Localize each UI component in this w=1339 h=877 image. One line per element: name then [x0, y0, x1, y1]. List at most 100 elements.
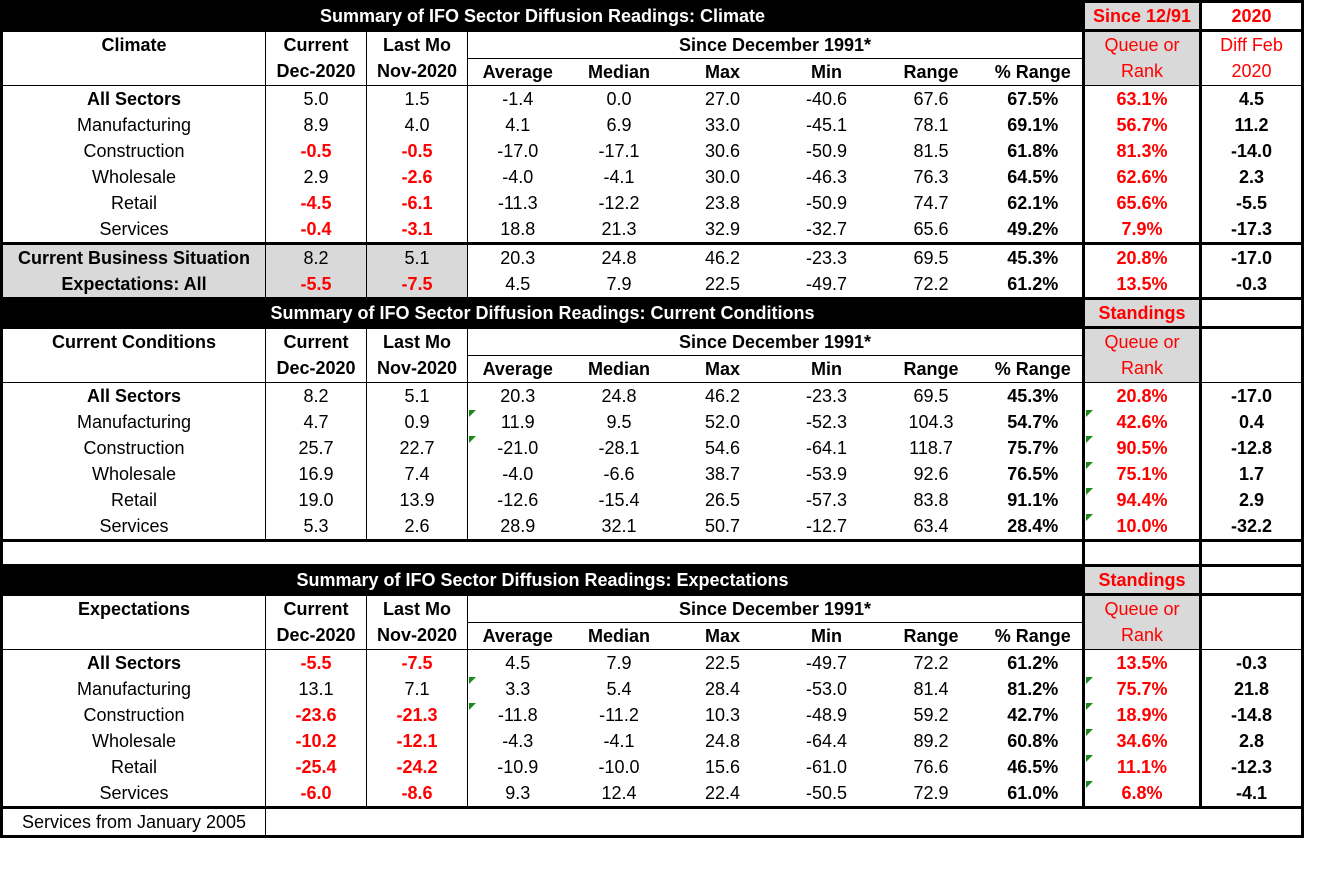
- sector-label: Construction: [0, 702, 266, 728]
- since-header: Since December 1991*: [467, 327, 1084, 356]
- stat-header: Max: [670, 355, 775, 383]
- footnote: Services from January 2005: [0, 807, 266, 838]
- min: -61.0: [805, 756, 848, 777]
- median: 21.3: [567, 216, 671, 245]
- min: -46.3: [805, 166, 848, 187]
- range: 81.5: [913, 140, 949, 161]
- last-month-header: Last Mo: [366, 594, 468, 623]
- pct-range: 42.7%: [1007, 704, 1059, 725]
- average: 28.9: [467, 513, 568, 542]
- stat-header: Average: [467, 622, 568, 650]
- current-date-header: Dec-2020: [265, 58, 367, 86]
- sector-label: Retail: [0, 487, 266, 513]
- median: 12.4: [567, 780, 671, 809]
- range: 72.9: [878, 780, 984, 809]
- queue-rank: 81.3%: [1082, 138, 1202, 164]
- last-month: -0.5: [366, 138, 468, 164]
- table-row: Current Conditions Current Last Mo Since De…: [0, 327, 1304, 356]
- range: 76.3: [913, 166, 949, 187]
- current: -5.5: [265, 649, 367, 676]
- queue-rank: 11.1%: [1082, 754, 1202, 780]
- empty-cell: [1200, 564, 1304, 596]
- pct-range: 54.7%: [1007, 411, 1059, 432]
- range: 74.7: [913, 192, 949, 213]
- stat-header: % Range: [983, 622, 1084, 650]
- current: 5.0: [265, 85, 367, 112]
- range: 89.2: [913, 730, 949, 751]
- stat-header: Median: [567, 355, 671, 383]
- table-row: Wholesale 2.9 -2.6 -4.0 -4.1 30.0 -46.3 76.3 64.…: [0, 164, 1304, 190]
- table-row: Construction -23.6 -21.3 -11.8 -11.2 10.3 -48.…: [0, 702, 1304, 728]
- diff-feb-2020: -17.0: [1200, 382, 1304, 409]
- rank-header: Rank: [1082, 622, 1202, 650]
- queue-rank: 65.6%: [1082, 190, 1202, 216]
- last-month-date-header: Nov-2020: [366, 58, 468, 86]
- max: 50.7: [670, 513, 775, 542]
- last-month-date-header: Nov-2020: [366, 622, 468, 650]
- min: -53.0: [805, 678, 848, 699]
- queue-rank: 20.8%: [1082, 243, 1202, 271]
- table-row: Dec-2020 Nov-2020 Average Median Max Min Range…: [0, 355, 1304, 383]
- median: 24.8: [601, 385, 637, 406]
- pct-range: 81.2%: [1007, 678, 1059, 699]
- average: -4.0: [467, 164, 568, 190]
- stat-header: Max: [670, 58, 775, 86]
- table-row: Expectations: All -5.5 -7.5 4.5 7.9 22.5 -49.7…: [0, 271, 1304, 299]
- stat-header: Median: [567, 622, 671, 650]
- max: 23.8: [704, 192, 741, 213]
- sector-label: Retail: [0, 754, 266, 780]
- spacer-cell: [1200, 540, 1304, 566]
- table-row: Construction -0.5 -0.5 -17.0 -17.1 30.6 -50.9 8…: [0, 138, 1304, 164]
- last-month: 7.1: [366, 676, 468, 702]
- max: 52.0: [704, 411, 741, 432]
- range: 76.6: [913, 756, 949, 777]
- empty-cell: [0, 58, 266, 86]
- last-month: 0.9: [366, 409, 468, 435]
- median: 24.8: [601, 247, 637, 268]
- sector-label: Construction: [0, 435, 266, 461]
- average: -17.0: [467, 138, 568, 164]
- pct-range: 60.8%: [1007, 730, 1059, 751]
- last-month: -8.6: [366, 780, 468, 809]
- median: 32.1: [567, 513, 671, 542]
- standings-title: Since 12/91: [1082, 0, 1202, 32]
- median: -15.4: [598, 489, 640, 510]
- ifo-summary-sheet: Summary of IFO Sector Diffusion Readings…: [0, 0, 1304, 838]
- min: -49.7: [805, 652, 848, 673]
- table-row: Dec-2020 Nov-2020 Average Median Max Min Range…: [0, 622, 1304, 650]
- median: 5.4: [606, 678, 632, 699]
- stat-header: Average: [467, 58, 568, 86]
- last-month: 5.1: [366, 243, 468, 271]
- median: 9.5: [606, 411, 632, 432]
- current: 19.0: [265, 487, 367, 513]
- diff-feb-2020: -14.0: [1200, 138, 1304, 164]
- standings-title: Standings: [1082, 564, 1202, 596]
- diff-feb-2020: -12.3: [1200, 754, 1304, 780]
- current-date-header: Dec-2020: [265, 355, 367, 383]
- stat-header: % Range: [983, 355, 1084, 383]
- average: -11.8: [467, 702, 568, 728]
- table-row: Manufacturing 4.7 0.9 11.9 9.5 52.0 -52.3 104.3…: [0, 409, 1304, 435]
- stat-header: Range: [878, 58, 984, 86]
- queue-header: Queue or: [1082, 594, 1202, 623]
- min: -50.5: [774, 780, 879, 809]
- diff-feb-2020: 1.7: [1200, 461, 1304, 487]
- queue-rank: 75.1%: [1082, 461, 1202, 487]
- max: 22.5: [704, 273, 741, 294]
- average: 20.3: [467, 243, 568, 271]
- empty-cell: [1200, 594, 1304, 623]
- table-row: Manufacturing 13.1 7.1 3.3 5.4 28.4 -53.0 81.4 8…: [0, 676, 1304, 702]
- range: 104.3: [908, 411, 954, 432]
- queue-rank: 6.8%: [1082, 780, 1202, 809]
- average: 4.1: [467, 112, 568, 138]
- table-row: Wholesale -10.2 -12.1 -4.3 -4.1 24.8 -64.4 89.2…: [0, 728, 1304, 754]
- current: 16.9: [265, 461, 367, 487]
- spacer-cell: [468, 541, 1084, 566]
- sector-label: Manufacturing: [0, 409, 266, 435]
- average: -11.3: [467, 190, 568, 216]
- last-month: -7.5: [366, 649, 468, 676]
- last-month: -2.6: [366, 164, 468, 190]
- median: 7.9: [606, 652, 632, 673]
- median: -12.2: [598, 192, 640, 213]
- queue-rank: 20.8%: [1082, 382, 1202, 409]
